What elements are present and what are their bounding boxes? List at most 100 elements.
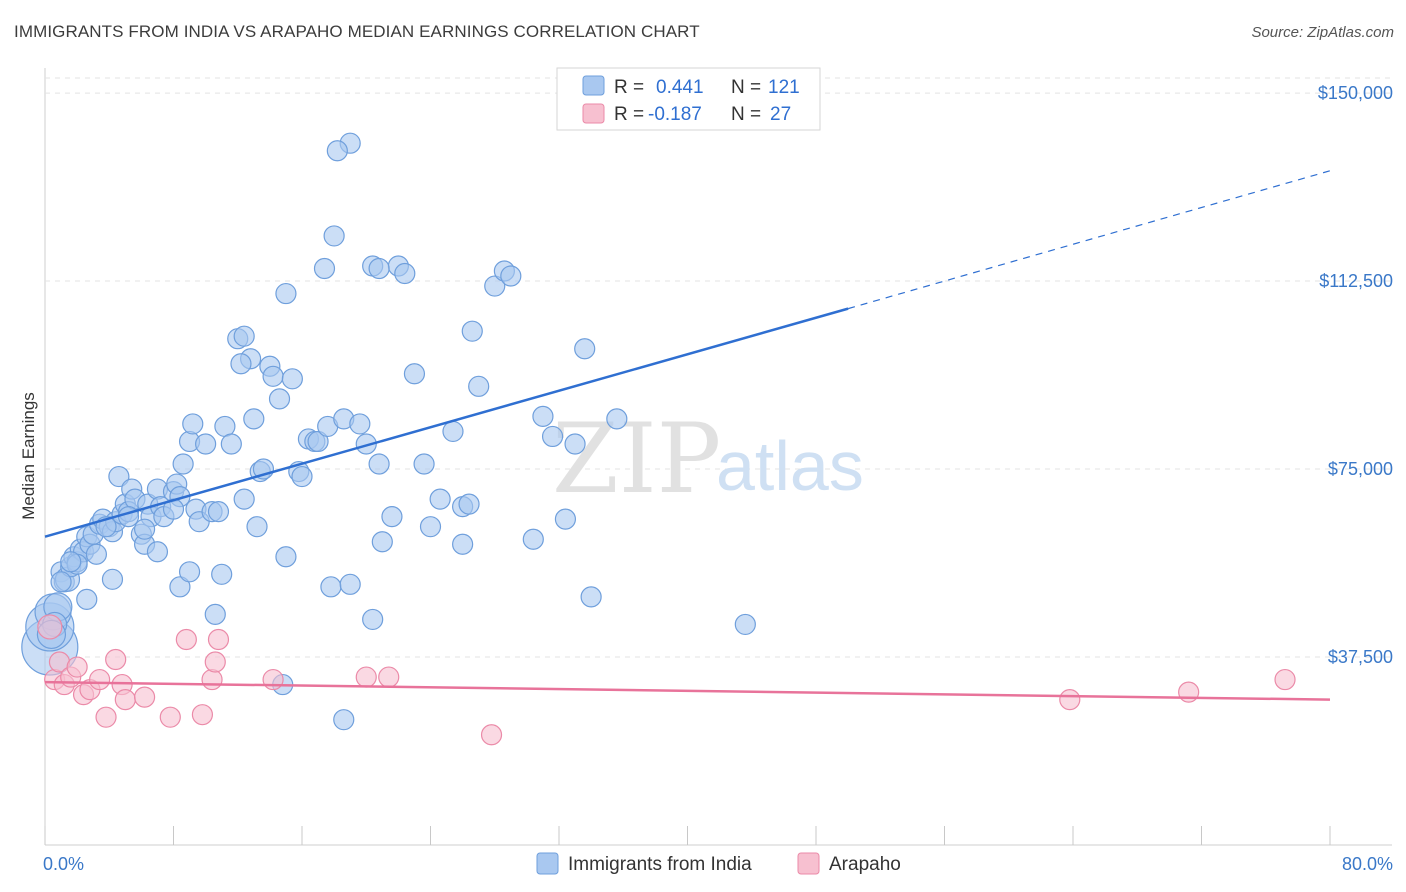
india-point (413, 453, 435, 475)
india-point (362, 608, 384, 631)
watermark-atlas: atlas (716, 427, 864, 505)
india-point (394, 262, 416, 285)
india-point (233, 325, 255, 347)
india-point (246, 516, 268, 538)
india-point (207, 501, 230, 523)
india-point (117, 506, 140, 528)
legend-swatch-arapaho (582, 103, 605, 124)
x-axis-ticks (44, 826, 1331, 845)
legend-arapaho-r-label: R = (614, 104, 644, 125)
india-point (182, 413, 204, 435)
india-point (291, 465, 313, 488)
india-trendline-extension (847, 170, 1331, 310)
india-point (461, 320, 483, 342)
india-point (76, 588, 98, 610)
india-point (220, 433, 242, 455)
legend-india-r-label: R = (614, 77, 644, 98)
india-point (195, 433, 217, 455)
india-point (349, 413, 371, 435)
legend-arapaho-n-label: N = (731, 104, 761, 125)
legend-india-n-label: N = (731, 77, 761, 98)
india-point (146, 541, 169, 563)
india-point (178, 561, 201, 583)
india-point (442, 420, 464, 443)
india-point (355, 433, 377, 455)
arapaho-point (191, 704, 214, 726)
arapaho-point (66, 656, 88, 678)
india-point (313, 257, 336, 280)
india-trendline (44, 307, 849, 538)
arapaho-point (378, 666, 400, 688)
arapaho-point (89, 668, 111, 691)
india-point (307, 430, 329, 453)
india-point (452, 533, 474, 555)
india-point (275, 282, 297, 305)
india-point (60, 551, 82, 573)
india-point (368, 453, 390, 475)
arapaho-point (133, 686, 156, 708)
india-point (580, 586, 602, 608)
india-point (204, 603, 226, 626)
chart-title: IMMIGRANTS FROM INDIA VS ARAPAHO MEDIAN … (14, 22, 700, 41)
y-tick-label: $37,500 (1328, 647, 1393, 667)
india-point (339, 573, 361, 595)
india-point (262, 365, 284, 387)
y-tick-label: $75,000 (1328, 459, 1393, 479)
x-tick-label-min: 0.0% (43, 854, 84, 874)
india-point (734, 613, 756, 636)
arapaho-point (480, 724, 503, 746)
correlation-legend: R = 0.441 N = 121 R = -0.187 N = 27 (556, 67, 821, 131)
legend-swatch-india (582, 75, 605, 96)
india-point (368, 257, 390, 280)
arapaho-point (95, 706, 117, 728)
chart-source: Source: ZipAtlas.com (1251, 24, 1394, 41)
india-point (371, 531, 393, 553)
trendlines (44, 170, 1331, 701)
legend-arapaho-n-value: 27 (770, 104, 791, 125)
y-tick-label: $112,500 (1319, 271, 1393, 291)
india-point (532, 405, 554, 427)
india-point (419, 516, 442, 538)
india-point (108, 465, 130, 488)
y-axis-label: Median Earnings (19, 392, 38, 520)
india-point (101, 568, 124, 590)
legend-arapaho-r-value: -0.187 (648, 104, 702, 125)
arapaho-point (207, 628, 230, 651)
india-point (522, 528, 544, 550)
series-legend-india: Immigrants from India (568, 854, 752, 875)
india-point (429, 488, 451, 510)
arapaho-point (204, 651, 226, 673)
india-point (468, 375, 490, 397)
arapaho-point (159, 706, 181, 728)
x-tick-label-max: 80.0% (1342, 854, 1393, 874)
arapaho-point (355, 666, 377, 688)
y-tick-label: $150,000 (1318, 83, 1393, 103)
india-point (458, 493, 480, 515)
india-point (268, 388, 291, 410)
india-point (230, 353, 252, 375)
series-legend: Immigrants from India Arapaho (536, 852, 901, 875)
india-point (403, 363, 426, 385)
arapaho-point (201, 668, 223, 691)
series-legend-arapaho: Arapaho (829, 854, 901, 875)
arapaho-point (175, 628, 197, 651)
arapaho-trendline (44, 680, 1331, 701)
india-point (333, 709, 355, 731)
india-point (326, 140, 348, 162)
india-point (50, 571, 72, 593)
legend-india-n-value: 121 (768, 77, 800, 98)
india-point (564, 433, 586, 455)
india-point (85, 543, 108, 565)
india-point (169, 576, 191, 598)
arapaho-points (37, 614, 1296, 746)
india-point (233, 488, 255, 510)
arapaho-point (1274, 668, 1296, 691)
india-point (500, 265, 522, 287)
india-point (243, 408, 265, 430)
india-point (554, 508, 577, 530)
arapaho-point (1178, 681, 1200, 703)
india-point (281, 368, 303, 390)
legend-india-r-value: 0.441 (656, 77, 704, 98)
arapaho-point (114, 689, 136, 711)
